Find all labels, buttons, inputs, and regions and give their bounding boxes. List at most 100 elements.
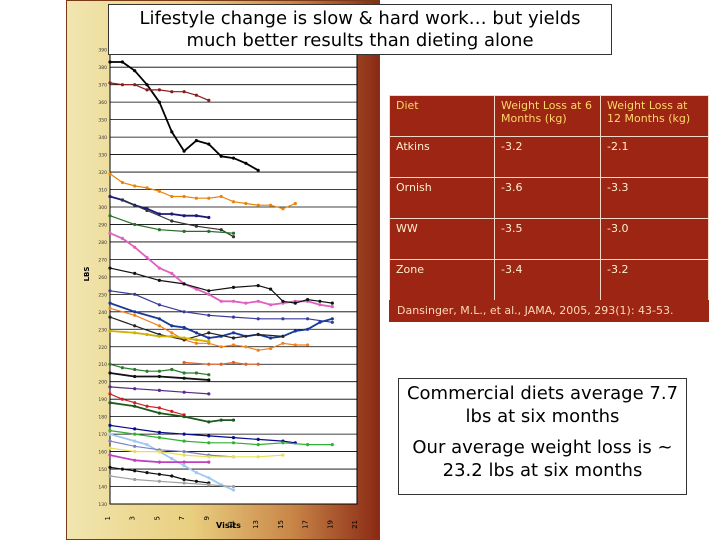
data-point <box>194 341 198 345</box>
data-point <box>231 418 236 422</box>
data-point <box>231 455 236 459</box>
series-line <box>122 199 234 238</box>
data-point <box>120 83 124 87</box>
x-tick-label: 7 <box>178 516 186 520</box>
data-point <box>157 369 161 373</box>
data-point <box>330 317 334 321</box>
data-point <box>157 303 161 307</box>
series-line <box>109 430 333 446</box>
plot-area <box>109 40 358 505</box>
data-point <box>231 315 236 319</box>
table-cell: -3.3 <box>600 177 709 219</box>
data-point <box>157 324 161 328</box>
data-point <box>133 427 137 431</box>
y-tick-label: 390 <box>98 48 107 54</box>
data-point <box>281 334 285 338</box>
data-point <box>133 404 137 408</box>
data-point <box>170 324 174 328</box>
data-point <box>157 388 161 392</box>
x-tick-label: 13 <box>252 520 260 529</box>
data-point <box>182 371 186 375</box>
data-point <box>108 362 112 366</box>
data-point <box>207 98 211 102</box>
data-point <box>207 476 211 480</box>
y-tick-label: 190 <box>98 397 107 403</box>
y-tick-label: 330 <box>98 153 107 159</box>
data-point <box>207 331 211 335</box>
data-point <box>182 229 186 233</box>
y-tick-label: 250 <box>98 292 107 298</box>
table-header-row: Diet Weight Loss at 6 Months (kg) Weight… <box>389 95 709 137</box>
data-point <box>256 299 260 303</box>
data-point <box>108 432 112 436</box>
data-point <box>207 229 211 233</box>
table-cell: Atkins <box>389 136 495 178</box>
data-point <box>157 88 161 92</box>
data-point <box>231 156 236 160</box>
data-point <box>207 434 211 438</box>
data-point <box>120 397 124 401</box>
data-point <box>194 331 198 335</box>
data-point <box>133 469 137 473</box>
table-cell: Ornish <box>389 177 495 219</box>
data-point <box>157 374 161 379</box>
data-point <box>231 235 236 239</box>
data-point <box>170 219 174 223</box>
y-tick-label: 380 <box>98 65 107 71</box>
data-point <box>256 348 260 352</box>
data-point <box>194 214 198 218</box>
x-tick-label: 9 <box>203 516 211 520</box>
data-point <box>170 331 174 335</box>
data-point <box>108 214 112 218</box>
summary-our-weight-loss: Our average weight loss is ~ 23.2 lbs at… <box>412 437 673 481</box>
data-point <box>170 409 174 413</box>
data-point <box>330 443 334 447</box>
data-point <box>182 464 186 468</box>
series-line <box>109 173 296 210</box>
data-point <box>318 303 322 307</box>
y-tick-label: 280 <box>98 240 107 246</box>
data-point <box>330 320 334 324</box>
data-point <box>170 90 174 94</box>
table-header-cell: Diet <box>389 95 495 137</box>
data-point <box>133 292 137 296</box>
table-cell: -2.1 <box>600 136 709 178</box>
data-point <box>108 60 112 64</box>
data-point <box>207 373 211 377</box>
data-point <box>182 376 186 380</box>
data-point <box>133 331 137 335</box>
y-tick-label: 220 <box>98 345 107 351</box>
data-point <box>182 90 186 94</box>
data-point <box>194 139 198 143</box>
table-cell: WW <box>389 218 495 260</box>
slide-title-line2: much better results than dieting alone <box>186 30 534 51</box>
y-tick-label: 240 <box>98 310 107 316</box>
data-point <box>108 306 112 310</box>
data-point <box>108 465 112 469</box>
data-point <box>157 317 161 321</box>
data-point <box>120 236 124 240</box>
data-point <box>207 420 211 424</box>
data-point <box>281 453 285 457</box>
table-cell: -3.5 <box>494 218 601 260</box>
data-point <box>256 284 260 288</box>
data-point <box>120 60 124 64</box>
table-row: WW -3.5 -3.0 <box>389 218 709 260</box>
data-point <box>281 207 285 211</box>
data-point <box>256 332 260 337</box>
y-tick-label: 300 <box>98 205 107 211</box>
data-point <box>269 336 273 340</box>
data-point <box>256 203 260 207</box>
data-point <box>231 343 236 347</box>
summary-box: Commercial diets average 7.7 lbs at six … <box>398 378 687 495</box>
data-point <box>207 441 211 445</box>
data-point <box>207 455 211 459</box>
data-point <box>133 477 137 482</box>
y-tick-label: 130 <box>98 502 107 508</box>
x-tick-label: 3 <box>129 516 137 520</box>
data-point <box>145 208 149 213</box>
data-point <box>194 479 198 483</box>
slide-title: Lifestyle change is slow & hard work… bu… <box>108 4 612 55</box>
data-point <box>108 429 112 433</box>
data-point <box>182 432 186 436</box>
